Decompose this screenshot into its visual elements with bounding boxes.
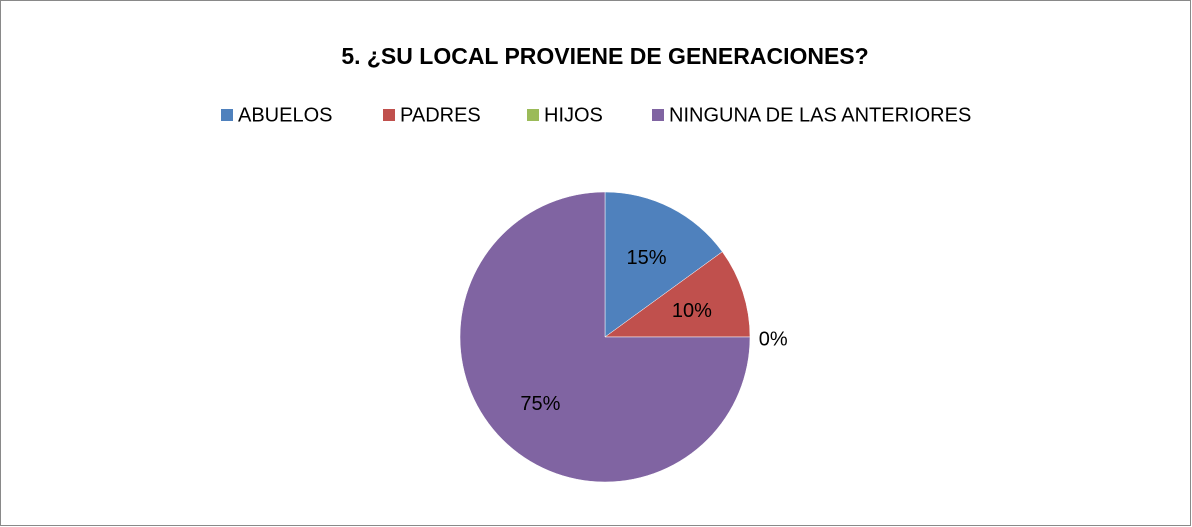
legend-swatch bbox=[221, 109, 233, 121]
pie-slice bbox=[459, 191, 751, 483]
legend-label: HIJOS bbox=[544, 104, 603, 126]
pie-slice bbox=[604, 191, 723, 338]
legend-label: PADRES bbox=[400, 104, 481, 126]
data-label: 15% bbox=[626, 247, 666, 269]
chart-title: 5. ¿SU LOCAL PROVIENE DE GENERACIONES? bbox=[341, 43, 868, 69]
legend-swatch bbox=[652, 109, 664, 121]
pie-slice bbox=[604, 251, 751, 338]
data-label: 0% bbox=[759, 328, 788, 350]
legend-swatch bbox=[383, 109, 395, 121]
data-label: 10% bbox=[672, 300, 712, 322]
legend-label: ABUELOS bbox=[238, 104, 332, 126]
data-label: 75% bbox=[520, 393, 560, 415]
legend-swatch bbox=[527, 109, 539, 121]
legend-label: NINGUNA DE LAS ANTERIORES bbox=[669, 104, 971, 126]
